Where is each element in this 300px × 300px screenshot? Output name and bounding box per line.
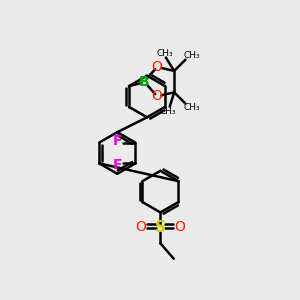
Text: O: O (152, 89, 162, 103)
Text: O: O (175, 220, 185, 234)
Text: CH₃: CH₃ (156, 49, 173, 58)
Text: CH₃: CH₃ (183, 51, 200, 60)
Text: B: B (139, 75, 150, 88)
Text: F: F (112, 158, 122, 172)
Text: F: F (112, 134, 122, 148)
Text: O: O (135, 220, 146, 234)
Text: CH₃: CH₃ (183, 103, 200, 112)
Text: O: O (152, 60, 162, 74)
Text: CH₃: CH₃ (160, 107, 177, 116)
Text: S: S (155, 220, 166, 236)
